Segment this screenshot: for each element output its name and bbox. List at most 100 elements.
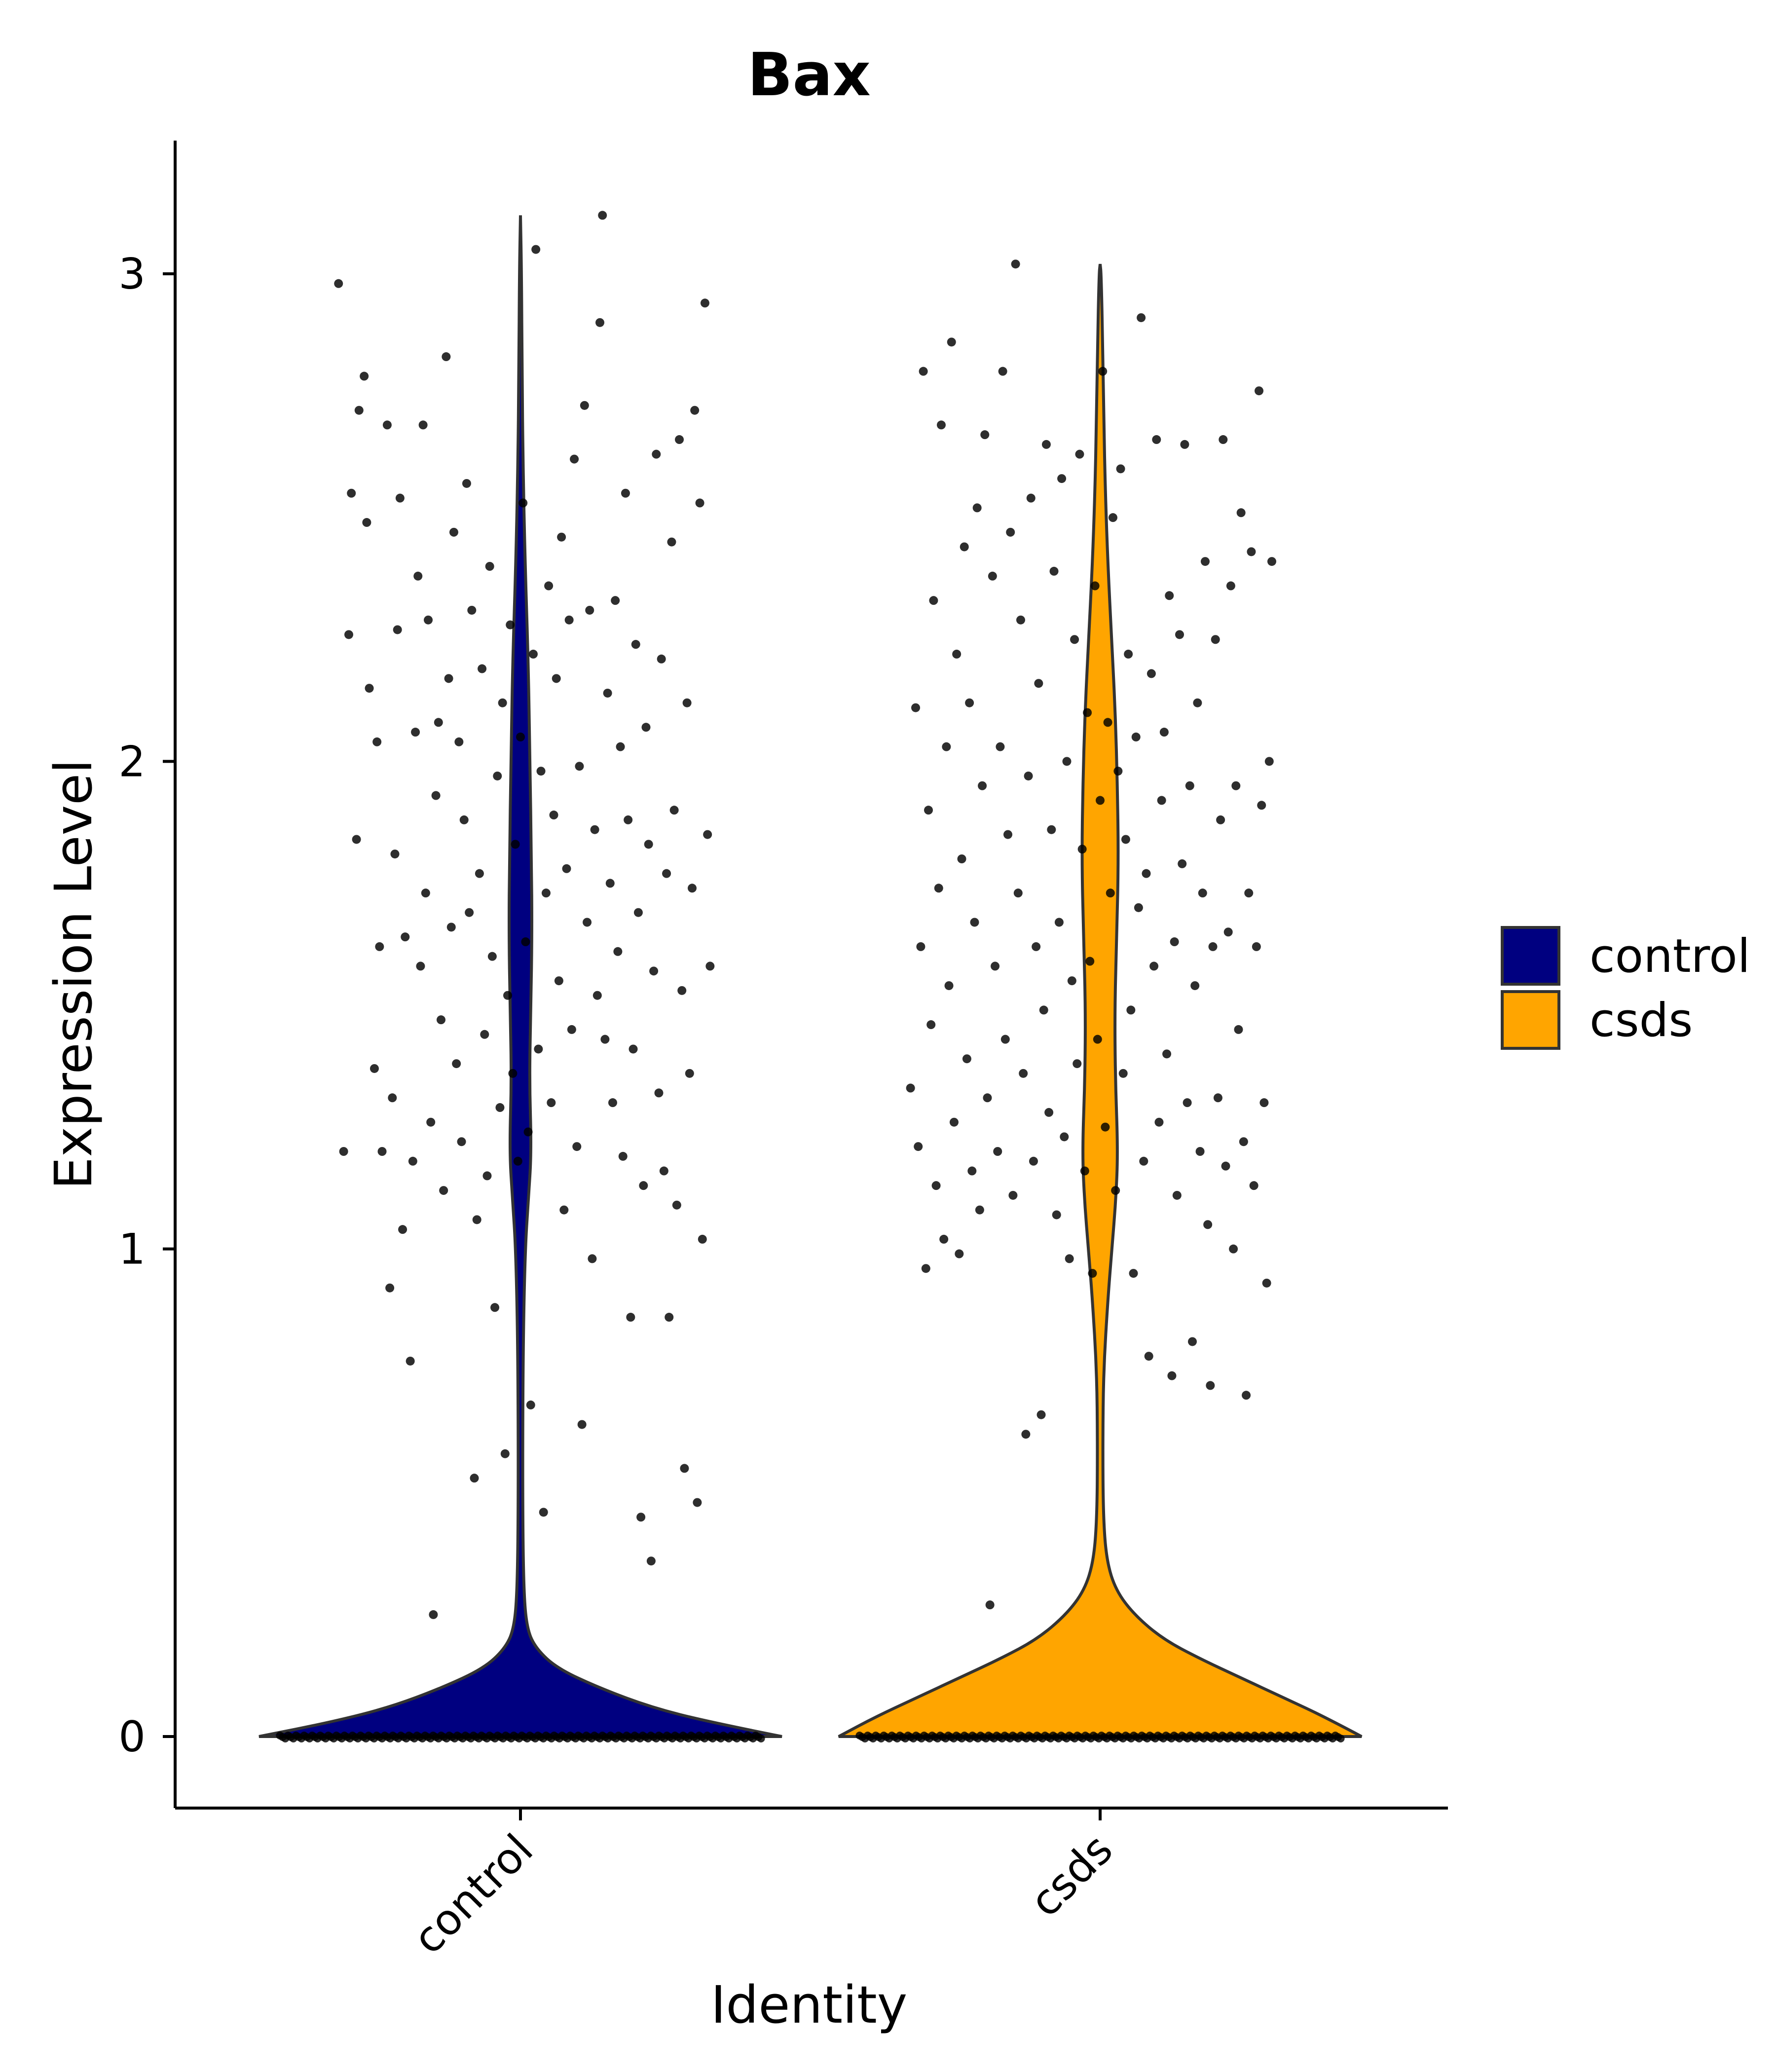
data-point [603,688,612,698]
data-point [677,986,687,995]
data-point [506,620,515,629]
data-point [972,503,982,513]
data-point [641,723,651,732]
data-point [339,1147,348,1156]
data-point [1065,1254,1074,1263]
data-point [401,932,410,942]
data-point [605,879,615,888]
data-point [580,401,589,410]
legend-label-control: control [1590,929,1750,983]
data-point [690,406,700,415]
data-point [595,318,605,327]
data-point [926,1020,936,1030]
data-point [914,1142,923,1151]
violin-layer [259,215,1363,1738]
data-point [585,605,594,615]
data-point [472,1215,481,1224]
data-point [1149,962,1159,971]
data-point [575,762,584,771]
data-point [633,908,643,917]
data-point [611,596,620,605]
data-point [431,791,441,800]
data-point [700,298,709,308]
data-point [1039,1005,1048,1015]
data-point [1034,679,1043,688]
data-point [1180,440,1189,449]
data-point [1134,903,1143,912]
data-point [957,854,966,863]
data-point [659,1166,668,1176]
data-point [618,1151,628,1161]
data-point [1111,1186,1120,1195]
data-point [547,1098,556,1108]
data-point [552,674,561,683]
data-point [1159,728,1169,737]
data-point [934,884,943,893]
data-point [1172,1190,1182,1200]
data-point [390,850,400,859]
data-point [698,1234,707,1244]
data-point [1096,796,1105,805]
data-point [1223,927,1233,937]
data-point [534,1044,543,1054]
data-point [1190,981,1200,990]
data-point [372,737,382,746]
data-point [639,1181,648,1190]
data-point [1049,566,1059,576]
data-point [631,640,640,649]
data-point [416,962,425,971]
data-point [1198,888,1207,898]
data-point [583,918,592,927]
data-point-zero [757,1735,765,1742]
data-point [944,981,954,990]
data-point [493,771,502,780]
data-point [562,864,571,873]
data-point [1103,718,1112,727]
data-point [919,367,928,376]
data-point [1129,1269,1138,1278]
data-point [949,1117,959,1127]
data-point [652,449,661,459]
data-point [955,1249,964,1258]
data-point [365,684,374,693]
data-point [377,1147,387,1156]
data-point [1175,630,1184,639]
data-point [608,1098,617,1108]
data-point [983,1093,992,1103]
data-point [1252,942,1261,951]
data-point [1116,464,1125,474]
data-point [360,371,369,381]
data-point [685,1069,694,1078]
data-point [462,479,471,488]
data-point [1118,1069,1128,1078]
data-point [354,406,364,415]
data-point [703,830,712,839]
data-point [1267,557,1276,566]
data-point [616,742,625,751]
data-point [452,1059,461,1069]
data-point [1131,732,1141,741]
data-point [942,742,951,751]
data-point [1211,635,1220,644]
data-point [672,1200,681,1210]
data-point [539,1508,548,1517]
data-point [1021,1430,1031,1439]
data-point [1077,845,1087,854]
data-point [352,835,361,844]
data-point [657,654,666,664]
data-point [936,420,946,430]
data-point [939,1234,949,1244]
data-point [557,532,566,542]
data-point [998,367,1007,376]
data-point [649,966,659,976]
data-point [334,279,343,288]
data-point [490,1303,500,1312]
data-point [344,630,354,639]
data-point [385,1283,395,1293]
data-point [1203,1220,1213,1229]
data-point [1247,547,1256,556]
data-point [1085,957,1095,966]
legend-label-csds: csds [1590,994,1693,1047]
data-point [1178,859,1187,868]
